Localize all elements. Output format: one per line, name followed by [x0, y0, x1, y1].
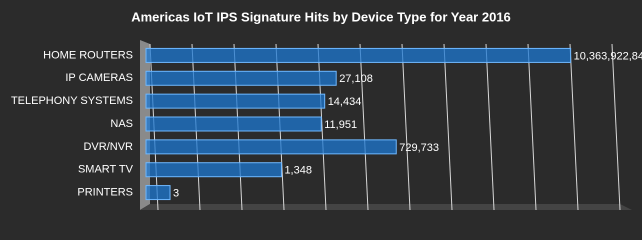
value-label: 11,951	[324, 119, 357, 131]
value-label: 14,434	[328, 96, 362, 108]
value-label: 3	[173, 187, 179, 199]
grid-line	[485, 43, 495, 211]
bar	[145, 47, 572, 63]
chart: Americas IoT IPS Signature Hits by Devic…	[10, 9, 642, 211]
grid-line	[527, 43, 537, 211]
bar	[145, 93, 326, 109]
grid-line	[359, 43, 369, 211]
y-tick-label: HOME ROUTERS	[43, 49, 133, 61]
y-tick-label: SMART TV	[78, 164, 134, 176]
y-tick-label: PRINTERS	[77, 186, 133, 198]
grid-line	[569, 43, 579, 211]
value-label: 10,363,922,844	[574, 50, 642, 62]
bar	[145, 139, 397, 155]
value-label: 1,348	[284, 165, 312, 177]
value-label: 729,733	[399, 142, 439, 154]
y-tick-label: DVR/NVR	[83, 141, 133, 153]
bar	[145, 116, 322, 132]
bar	[145, 162, 282, 178]
grid-line	[401, 43, 411, 211]
grid-line	[611, 43, 621, 211]
y-tick-label: IP CAMERAS	[65, 72, 133, 84]
floor	[140, 204, 632, 210]
page: Americas IoT IPS Signature Hits by Devic…	[10, 9, 642, 211]
grid-line	[443, 43, 453, 211]
chart-title: Americas IoT IPS Signature Hits by Devic…	[131, 9, 511, 24]
y-tick-label: TELEPHONY SYSTEMS	[11, 95, 133, 107]
value-label: 27,108	[339, 73, 373, 85]
bar	[145, 185, 171, 201]
bar	[145, 70, 337, 86]
y-tick-label: NAS	[110, 118, 133, 130]
